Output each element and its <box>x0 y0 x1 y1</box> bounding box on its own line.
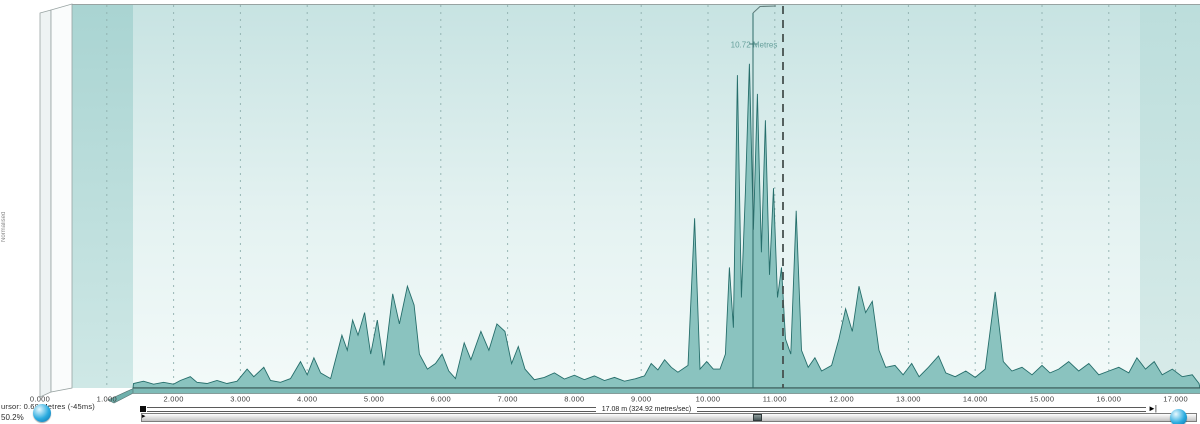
x-tick-label: 3.000 <box>230 395 250 404</box>
x-tick-label: 9.000 <box>631 395 651 404</box>
measure-line-left <box>147 406 596 412</box>
x-tick-label: 8.000 <box>564 395 584 404</box>
speaker-ball-icon[interactable] <box>1170 409 1187 424</box>
x-tick-label: 11.000 <box>763 395 787 404</box>
measure-left-endcap <box>140 406 146 412</box>
x-tick-label: 14.000 <box>963 395 988 404</box>
x-tick-label: 17.000 <box>1163 395 1188 404</box>
cursor-marker[interactable]: 10.72 Metres <box>731 5 784 388</box>
x-tick-label: 7.000 <box>497 395 517 404</box>
x-tick-label: 13.000 <box>896 395 921 404</box>
x-tick-label: 15.000 <box>1030 395 1055 404</box>
span-measure-readout: 17.08 m (324.92 metres/sec) ►| <box>140 404 1157 414</box>
x-tick-label: 10.000 <box>696 395 721 404</box>
x-tick-label: 12.000 <box>829 395 854 404</box>
scrollbar-handle[interactable] <box>753 414 763 421</box>
horizontal-scrollbar[interactable]: ▸ <box>141 413 1197 422</box>
chart-floor <box>107 387 1200 404</box>
x-tick-label: 4.000 <box>297 395 317 404</box>
speaker-ball-icon[interactable] <box>33 404 51 422</box>
volume-percent: 50.2% <box>1 413 24 422</box>
impulse-waveform <box>132 63 1200 389</box>
x-tick-label: 0.000 <box>30 395 50 404</box>
cursor-annotation-label: 10.72 Metres <box>731 41 778 50</box>
x-axis-tick-labels: 0.000 1.000 2.000 3.000 4.000 5.000 6.000 7.000… <box>30 395 1188 404</box>
chart-3d-frame <box>39 3 1200 398</box>
scrollbar-left-arrow-icon[interactable]: ▸ <box>142 413 146 420</box>
marker-flag-line <box>752 5 777 14</box>
x-tick-label: 1.000 <box>97 395 117 404</box>
x-tick-label: 5.000 <box>364 395 384 404</box>
gridlines <box>106 5 1177 387</box>
x-tick-label: 2.000 <box>163 395 183 404</box>
measure-right-arrow-icon: ►| <box>1148 404 1157 413</box>
measure-label: 17.08 m (324.92 metres/sec) <box>601 405 692 413</box>
x-tick-label: 16.000 <box>1096 395 1121 404</box>
x-tick-label: 6.000 <box>431 395 451 404</box>
measure-line-right <box>697 406 1146 412</box>
waveform-area <box>132 63 1200 389</box>
